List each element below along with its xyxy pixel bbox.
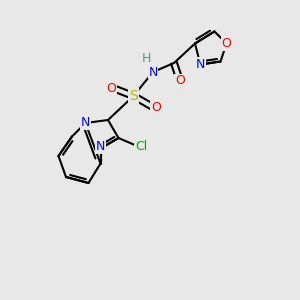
- Text: N: N: [96, 140, 105, 154]
- Text: N: N: [81, 116, 90, 130]
- Text: H: H: [142, 52, 151, 65]
- Text: O: O: [175, 74, 185, 88]
- Text: N: N: [196, 58, 205, 71]
- Text: S: S: [129, 89, 138, 103]
- Text: O: O: [106, 82, 116, 95]
- Text: O: O: [222, 37, 231, 50]
- Text: O: O: [151, 100, 161, 114]
- Text: N: N: [148, 65, 158, 79]
- Text: Cl: Cl: [135, 140, 147, 154]
